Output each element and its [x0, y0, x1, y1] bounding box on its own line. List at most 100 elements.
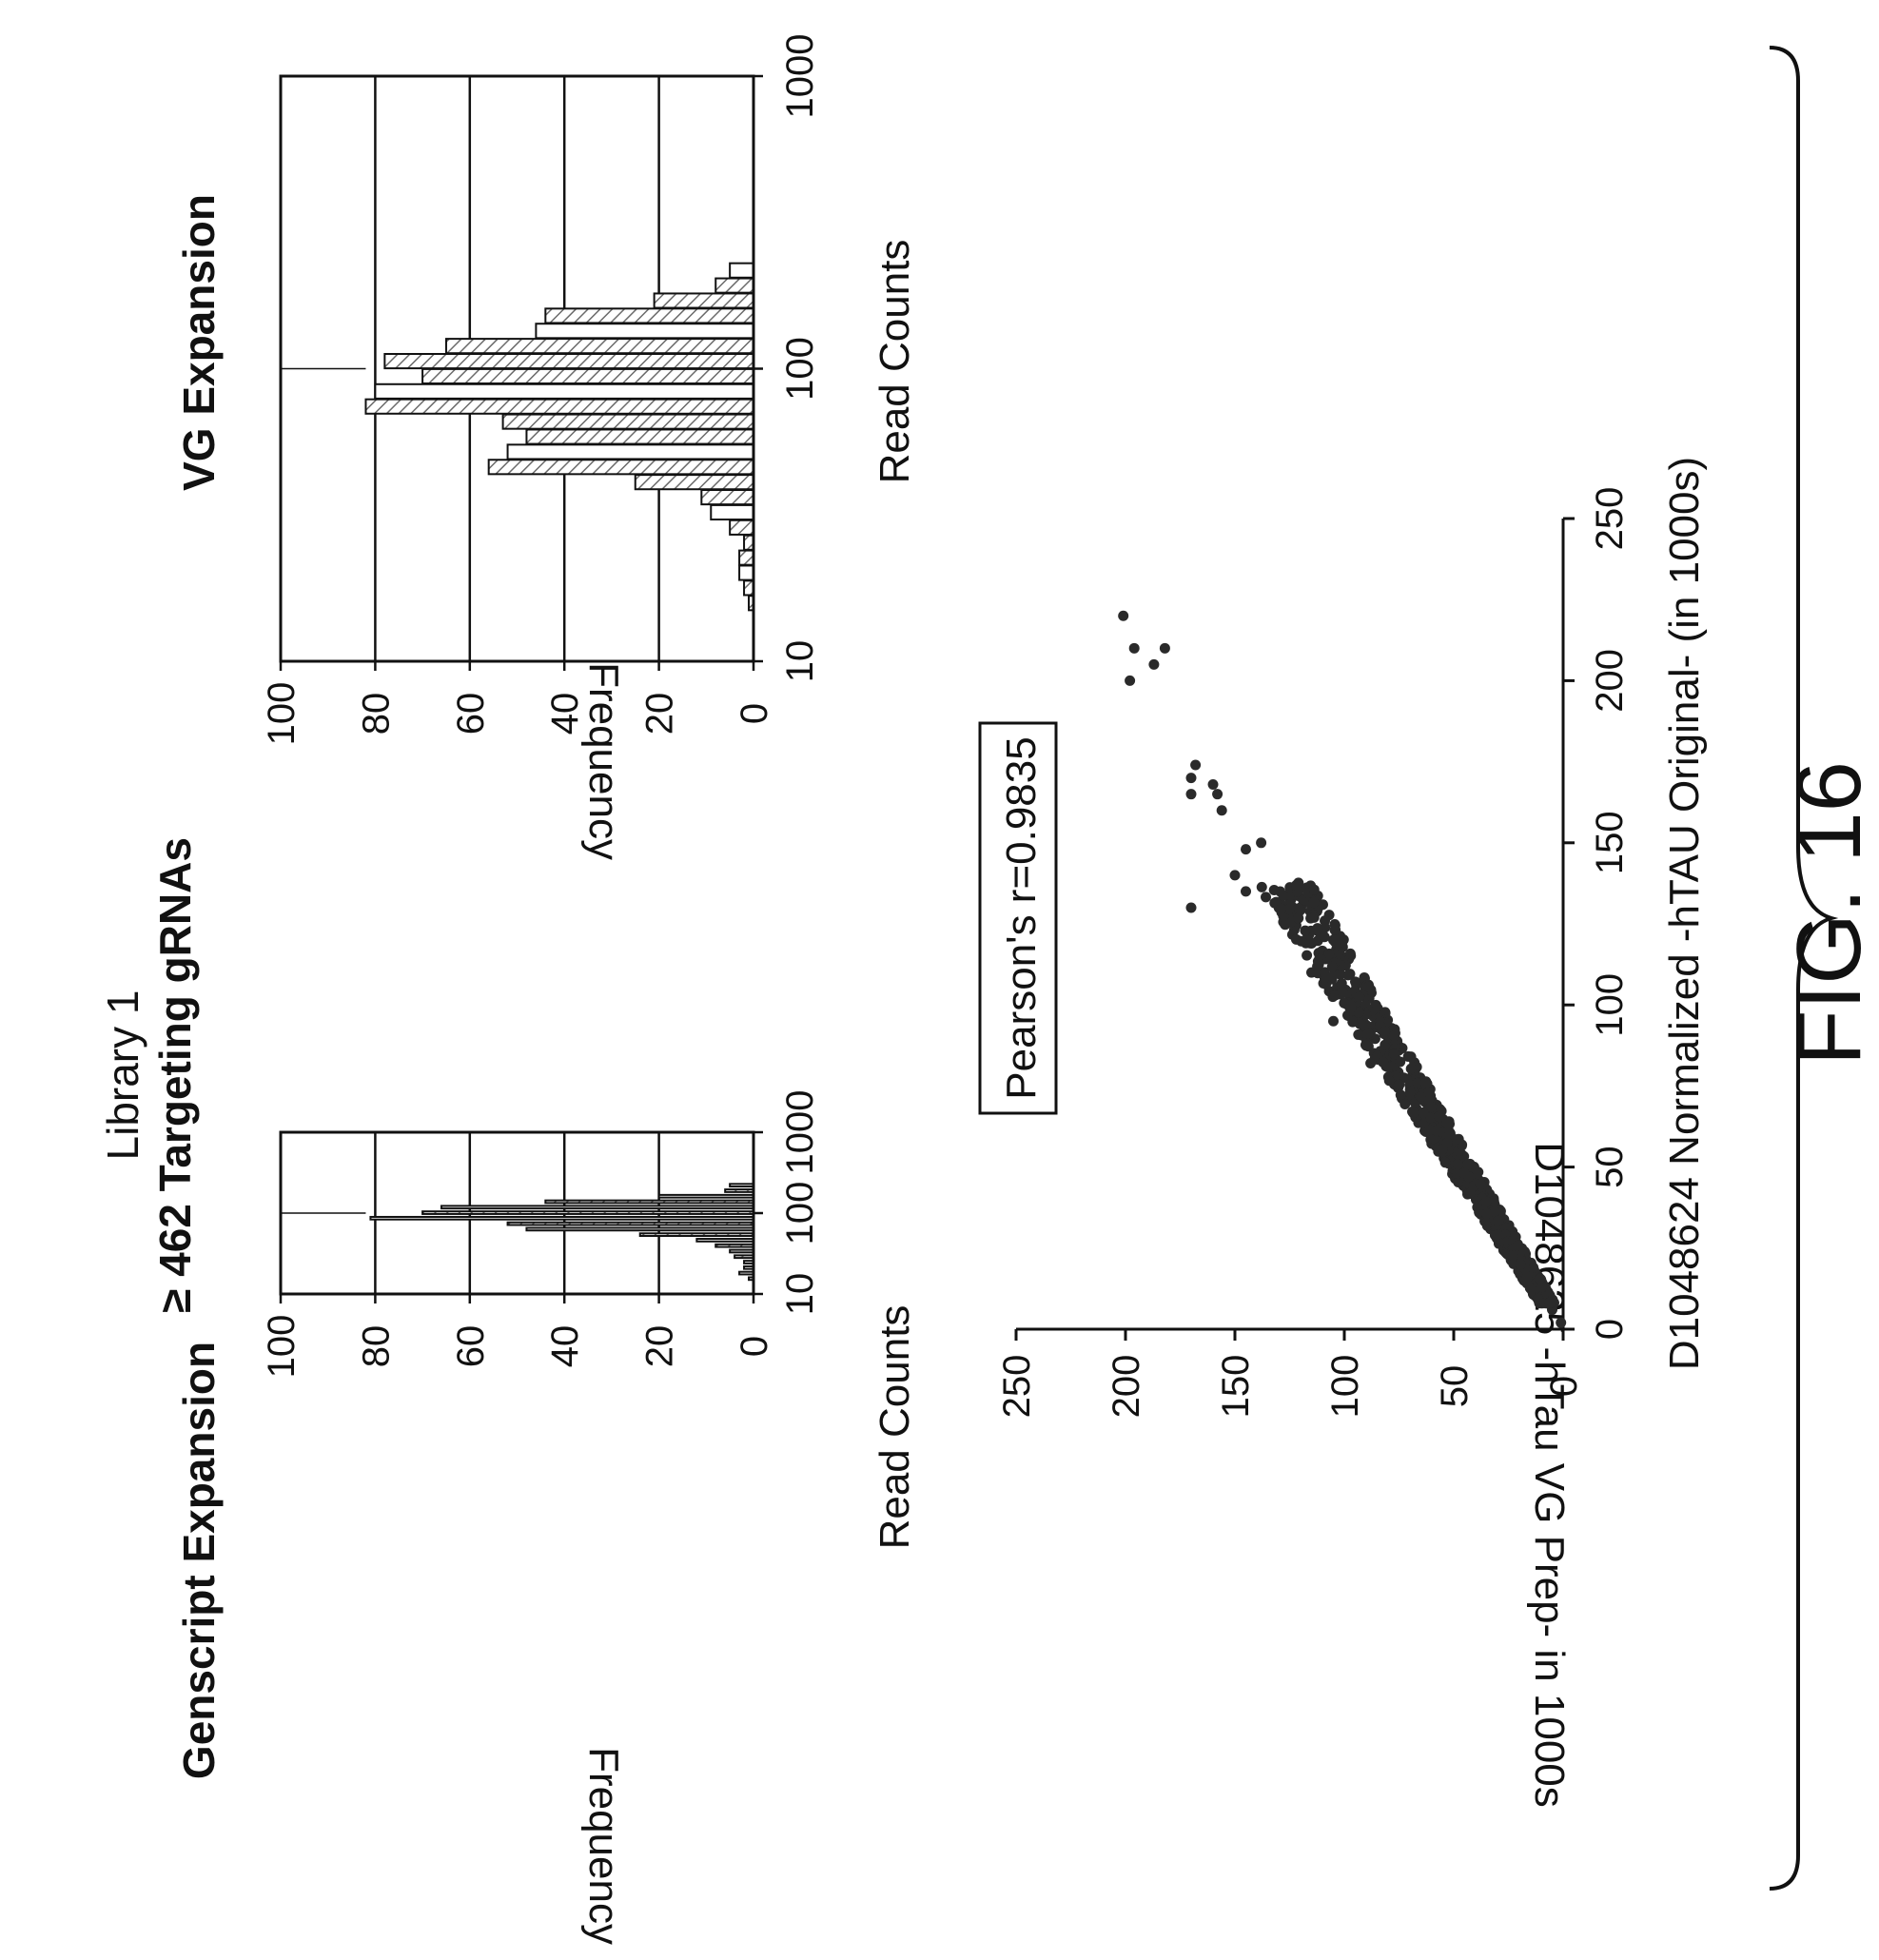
scatter-point	[1330, 924, 1341, 935]
scatter-point	[1256, 837, 1267, 849]
scatter-point	[1354, 991, 1365, 1003]
scatter-point	[1450, 1134, 1461, 1146]
vg-histogram: VG Expansion Frequency Read Counts 10 100…	[174, 34, 918, 860]
scatter-point	[1342, 970, 1354, 981]
scatter-point	[1472, 1168, 1483, 1180]
scatter-point	[1515, 1259, 1526, 1270]
grouping-brace	[1769, 46, 1839, 1891]
scatter-point	[1278, 890, 1289, 901]
scatter-point	[1185, 902, 1197, 913]
histogram-bar	[695, 1238, 754, 1243]
scatter-point	[1319, 967, 1330, 978]
y-tick-label: 40	[544, 693, 586, 735]
scatter-point	[1535, 1273, 1546, 1284]
y-tick-label: 80	[355, 1325, 397, 1368]
scatter-point	[1463, 1171, 1475, 1183]
scatter-point	[1125, 675, 1136, 686]
histogram-bar	[734, 1254, 754, 1260]
scatter-point	[1536, 1281, 1547, 1292]
histogram-bar	[714, 277, 754, 294]
histogram-bar	[444, 338, 754, 355]
histogram-bar	[653, 292, 755, 309]
library-subtitle: ≥ 462 Targeting gRNAs	[150, 837, 200, 1313]
histogram-bar	[729, 262, 755, 279]
y-tick-label: 200	[1106, 1355, 1147, 1419]
histogram-bar	[525, 428, 754, 445]
histogram-bar	[738, 549, 755, 566]
x-tick-label: 0	[1589, 1319, 1631, 1340]
genscript-xlabel: Read Counts	[871, 1305, 918, 1550]
histogram-bar	[374, 382, 754, 400]
scatter-point	[1350, 976, 1361, 988]
y-tick-label: 80	[355, 693, 397, 735]
genscript-histogram: Genscript Expansion Frequency Read Count…	[174, 1090, 918, 1945]
histogram-bar	[501, 413, 755, 430]
scatter-point	[1404, 1087, 1416, 1098]
histogram-bar	[506, 443, 754, 461]
y-tick-label: 60	[450, 693, 492, 735]
scatter-point	[1544, 1297, 1556, 1308]
scatter-point	[1118, 610, 1129, 621]
scatter-point	[1319, 931, 1330, 943]
scatter-point	[1276, 903, 1287, 914]
scatter-ylabel: D1048625 -hTau VG Prep- in 1000s	[1526, 1142, 1573, 1808]
scatter-point	[1492, 1229, 1503, 1241]
scatter-point	[1389, 1049, 1400, 1060]
histogram-bar	[729, 1183, 755, 1188]
scatter-point	[1383, 1075, 1395, 1087]
scatter-point	[1415, 1091, 1426, 1103]
y-tick-label: 100	[1324, 1355, 1366, 1419]
scatter-point	[1268, 884, 1280, 895]
scatter-point	[1302, 950, 1313, 961]
y-tick-label: 100	[261, 1315, 303, 1379]
x-tick-label: 200	[1589, 649, 1631, 713]
scatter-point	[1345, 1002, 1357, 1013]
histogram-bar	[369, 1215, 754, 1221]
scatter-point	[1185, 773, 1197, 784]
scatter-point	[1394, 1079, 1405, 1090]
histogram-bar	[738, 1270, 755, 1276]
histogram-bar	[544, 307, 754, 324]
histogram-bar	[714, 1243, 754, 1248]
scatter-point	[1305, 937, 1317, 949]
histogram-bar	[700, 489, 755, 506]
scatter-point	[1507, 1250, 1518, 1262]
histogram-bar	[421, 1210, 754, 1215]
scatter-point	[1283, 904, 1295, 915]
scatter-point	[1528, 1262, 1539, 1273]
y-tick-label: 50	[1434, 1365, 1476, 1408]
scatter-point	[1353, 1029, 1364, 1040]
scatter-point	[1308, 884, 1320, 895]
figure-label: FIG. 16	[1778, 761, 1879, 1066]
scatter-point	[1462, 1159, 1474, 1170]
y-tick-label: 100	[261, 682, 303, 746]
scatter-point	[1395, 1089, 1406, 1101]
scatter-point	[1308, 897, 1320, 909]
scatter-point	[1312, 955, 1323, 967]
scatter-point	[1556, 1317, 1567, 1328]
y-tick-label: 60	[450, 1325, 492, 1368]
scatter-point	[1256, 881, 1267, 892]
scatter-point	[1402, 1050, 1414, 1062]
histogram-bar	[525, 1226, 754, 1232]
scatter-point	[1464, 1187, 1476, 1199]
y-tick-label: 40	[544, 1325, 586, 1368]
x-tick-label: 150	[1589, 811, 1631, 874]
scatter-point	[1441, 1117, 1453, 1128]
histogram-bar	[738, 564, 755, 581]
scatter-point	[1363, 981, 1375, 992]
scatter-point	[1480, 1196, 1492, 1207]
x-tick-label: 1000	[779, 1090, 821, 1175]
scatter-point	[1293, 903, 1304, 914]
scatter-point	[1395, 1056, 1406, 1068]
scatter-point	[1207, 778, 1219, 790]
scatter-point	[1360, 1040, 1372, 1051]
scatter-point	[1323, 948, 1335, 959]
vg-title: VG Expansion	[174, 194, 224, 491]
scatter-point	[1408, 1107, 1419, 1119]
x-tick-label: 100	[1589, 973, 1631, 1037]
y-tick-label: 250	[996, 1355, 1038, 1419]
histogram-bar	[506, 1221, 754, 1226]
y-tick-label: 0	[734, 703, 775, 724]
histogram-bar	[421, 367, 754, 384]
